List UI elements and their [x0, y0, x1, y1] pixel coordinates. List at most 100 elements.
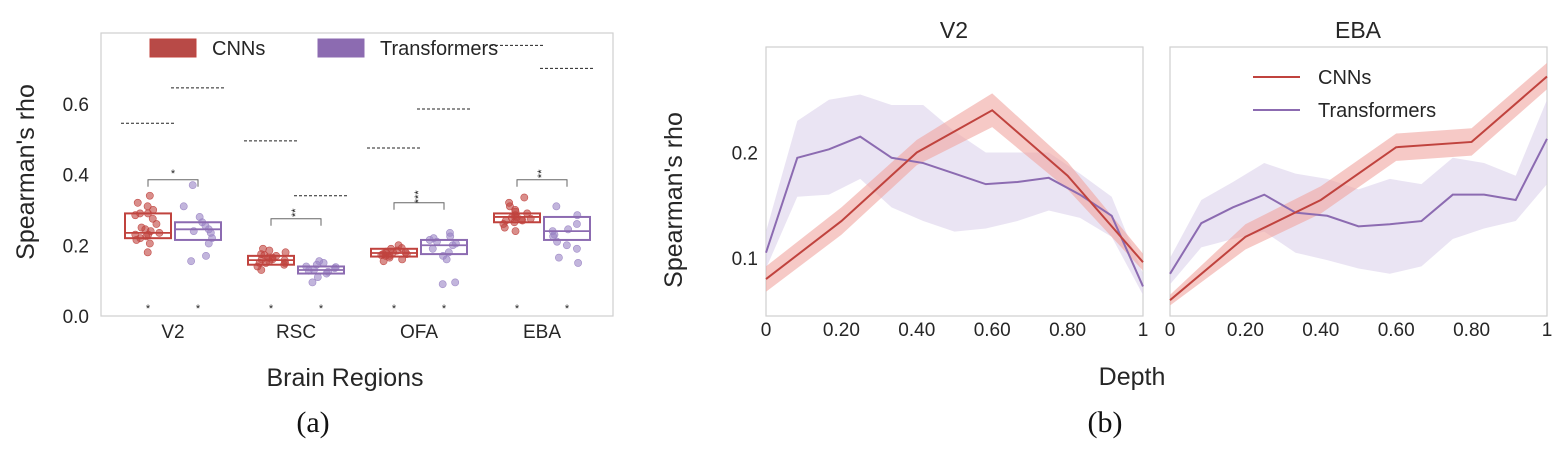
panel-a-data-point — [562, 241, 571, 250]
panel-a-legend-label: CNNs — [212, 38, 265, 60]
caption-b: (b) — [1088, 406, 1123, 439]
panel-a-data-point — [428, 244, 437, 253]
panel-a-data-point — [308, 278, 317, 287]
panel-a-data-point — [505, 198, 514, 207]
panel-a-data-point — [143, 248, 152, 257]
panel-a-bottom-marker: * — [392, 303, 397, 315]
panel-a-sig-bracket — [393, 202, 445, 210]
panel-b-v2-ytick-label: 0.2 — [732, 143, 758, 164]
panel-a-boxplot: 0.00.20.40.6V2 RSC OFA EBA********* * * * * * * *C… — [63, 32, 614, 343]
panel-b-eba-ci-band — [1170, 99, 1547, 285]
panel-b-v2-series-line — [765, 135, 1144, 287]
panel-b-eba-series-line — [1169, 75, 1548, 301]
panel-a-data-point — [281, 248, 290, 257]
panel-a-data-point — [137, 223, 146, 232]
panel-a-data-point — [313, 273, 322, 281]
panel-a-data-point — [265, 246, 274, 255]
panel-a-sig-bracket — [270, 218, 322, 226]
panel-b-v2-ytick-label: 0.1 — [732, 249, 758, 270]
panel-b-eba-title: EBA — [1335, 17, 1382, 43]
panel-a-sig-label: * — [171, 168, 176, 180]
panel-a-ytick-label: 0.2 — [63, 236, 89, 257]
panel-b-ylabel: Spearman's rho — [660, 112, 688, 288]
panel-a-bottom-marker: * — [146, 303, 151, 315]
panel-b-eba-xtick-label: 0 — [1165, 320, 1176, 341]
panel-a-legend-swatch — [317, 38, 365, 58]
caption-a: (a) — [296, 406, 329, 439]
panel-a-xlabel: Brain Regions — [266, 364, 423, 392]
panel-a-data-point — [446, 228, 454, 237]
panel-b-eba-xtick-label: 0.20 — [1227, 320, 1264, 341]
panel-a-bottom-marker: * — [565, 303, 570, 315]
panel-a-data-point — [438, 280, 447, 289]
panel-a-data-point — [202, 251, 210, 260]
panel-a-data-point — [554, 253, 563, 262]
panel-a-xtick-label: V2 — [161, 322, 184, 343]
panel-a-data-point — [179, 202, 188, 211]
panel-a-ytick-label: 0.6 — [63, 95, 89, 116]
panel-b-eba-legend-label: Transformers — [1318, 100, 1436, 122]
panel-a-data-point — [552, 202, 561, 211]
panel-a-bottom-marker: * — [269, 303, 274, 315]
panel-b-eba-xtick-label: 0.60 — [1378, 320, 1415, 341]
panel-a-bottom-marker: * — [319, 303, 324, 315]
panel-a-ytick-label: 0.4 — [63, 166, 90, 187]
panel-b-v2-xtick-label: 1 — [1138, 320, 1149, 341]
panel-b-eba-lineplot: 0 0.20 0.40 0.60 0.80 1 CNNs Transformers — [1165, 46, 1553, 341]
panel-a-legend-label: Transformers — [380, 38, 498, 60]
panel-b-v2-xtick-label: 0.40 — [898, 320, 935, 341]
panel-a-sig-label: *** — [413, 190, 425, 204]
panel-b-eba-legend-label: CNNs — [1318, 67, 1371, 89]
panel-a-xtick-label: RSC — [276, 322, 316, 343]
panel-a-data-point — [451, 278, 460, 287]
panel-b-v2-xtick-label: 0.20 — [823, 320, 860, 341]
panel-b-eba-ci-band — [1170, 62, 1547, 306]
panel-a-data-point — [573, 244, 581, 253]
panel-b-eba-series-line — [1169, 138, 1548, 275]
panel-b-eba-xtick-label: 1 — [1542, 320, 1553, 341]
panel-a-box — [420, 238, 468, 256]
panel-a-box — [174, 221, 222, 241]
panel-a-data-point — [573, 220, 581, 228]
panel-b-eba-xtick-label: 0.40 — [1302, 320, 1339, 341]
panel-a-xtick-label: EBA — [523, 322, 561, 343]
panel-a-data-point — [145, 239, 154, 248]
panel-a-xtick-label: OFA — [400, 322, 438, 343]
panel-a-data-point — [195, 213, 204, 221]
panel-a-box — [124, 212, 172, 240]
panel-a-bottom-marker: * — [515, 303, 520, 315]
panel-a-data-point — [520, 193, 529, 202]
panel-a-data-point — [394, 241, 403, 250]
panel-b-v2-xtick-label: 0.80 — [1049, 320, 1086, 341]
panel-a-legend-swatch — [149, 38, 197, 58]
panel-a-data-point — [188, 181, 197, 190]
panel-a-bottom-marker: * — [442, 303, 447, 315]
panel-a-sig-label: ** — [290, 208, 302, 217]
panel-a-ylabel: Spearman's rho — [12, 84, 40, 260]
panel-a-box — [543, 215, 591, 241]
panel-b-v2-xtick-label: 0 — [761, 320, 772, 341]
panel-b-xlabel: Depth — [1099, 363, 1166, 391]
panel-a-sig-bracket — [516, 179, 568, 187]
panel-a-data-point — [152, 220, 161, 228]
panel-a-sig-label: ** — [536, 169, 548, 178]
panel-a-frame — [100, 32, 614, 317]
panel-b-v2-ci-band — [766, 94, 1143, 295]
panel-a-ytick-label: 0.0 — [63, 307, 89, 328]
panel-a-bottom-marker: * — [196, 303, 201, 315]
panel-b-eba-xtick-label: 0.80 — [1453, 320, 1490, 341]
panel-b-v2-ci-band — [766, 93, 1143, 292]
panel-b-v2-title: V2 — [940, 17, 968, 43]
panel-b-v2-lineplot: 0 0.20 0.40 0.60 0.80 1 0.1 0.2 — [732, 46, 1149, 341]
panel-a-data-point — [315, 257, 324, 266]
panel-a-data-point — [187, 257, 196, 266]
panel-a-data-point — [143, 202, 152, 211]
panel-a-data-point — [133, 198, 142, 207]
panel-b-v2-frame — [765, 46, 1144, 317]
panel-a-data-point — [148, 214, 157, 223]
panel-a-data-point — [574, 259, 582, 267]
panel-a-data-point — [511, 227, 520, 235]
panel-b-v2-xtick-label: 0.60 — [974, 320, 1011, 341]
panel-b-v2-series-line — [765, 109, 1144, 280]
